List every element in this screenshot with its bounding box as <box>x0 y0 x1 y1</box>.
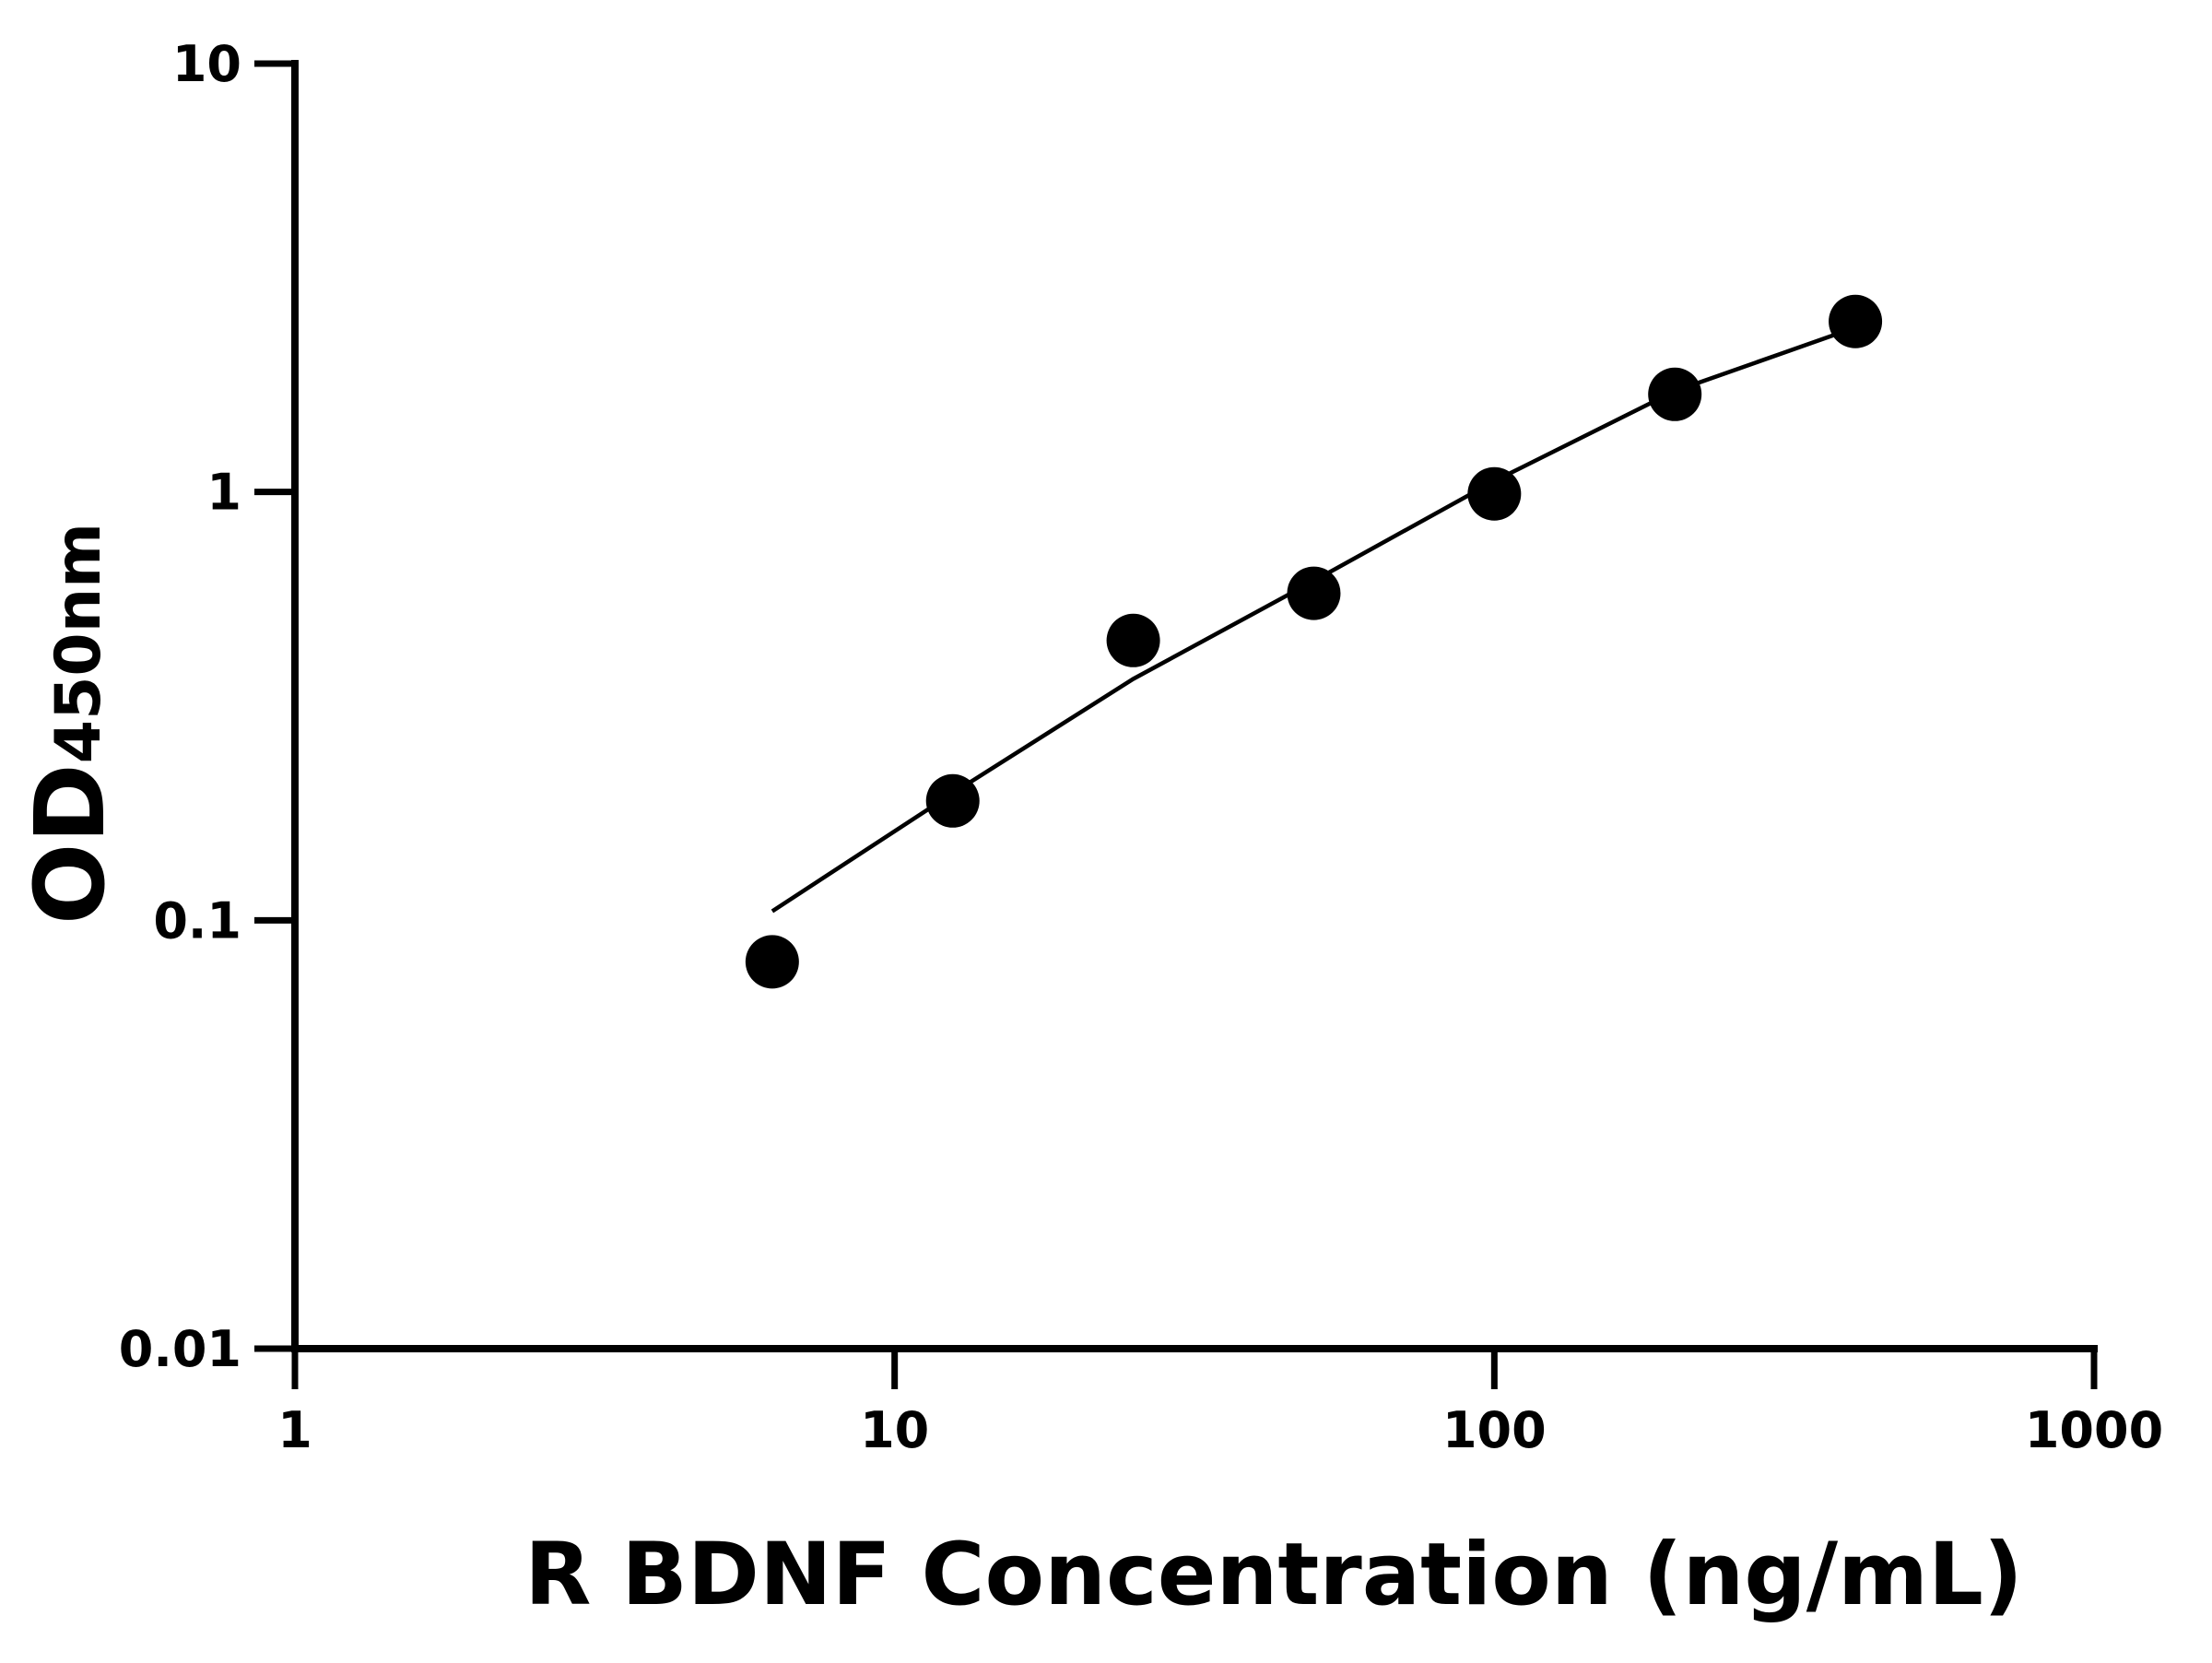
y-tick-label: 10 <box>172 35 241 93</box>
x-tick-label: 1000 <box>2025 1401 2163 1459</box>
data-point <box>1287 566 1341 620</box>
y-tick-label: 0.01 <box>119 1320 241 1378</box>
x-tick-label: 100 <box>1442 1401 1547 1459</box>
y-tick-label: 0.1 <box>153 891 241 949</box>
y-tick-label: 1 <box>206 464 241 522</box>
data-point <box>1467 466 1522 521</box>
data-point <box>925 773 980 828</box>
data-point <box>745 935 799 989</box>
y-axis-label-main: OD <box>14 763 126 925</box>
x-tick-label: 1 <box>277 1401 312 1459</box>
y-axis-label: OD450nm <box>14 523 126 925</box>
x-axis-label: R BDNF Concentration (ng/mL) <box>524 1525 2023 1625</box>
data-point <box>1106 613 1160 667</box>
y-axis-label-subscript: 450nm <box>42 523 115 763</box>
data-point <box>1648 367 1702 421</box>
data-point <box>1829 294 1883 348</box>
x-tick-label: 10 <box>860 1401 929 1459</box>
